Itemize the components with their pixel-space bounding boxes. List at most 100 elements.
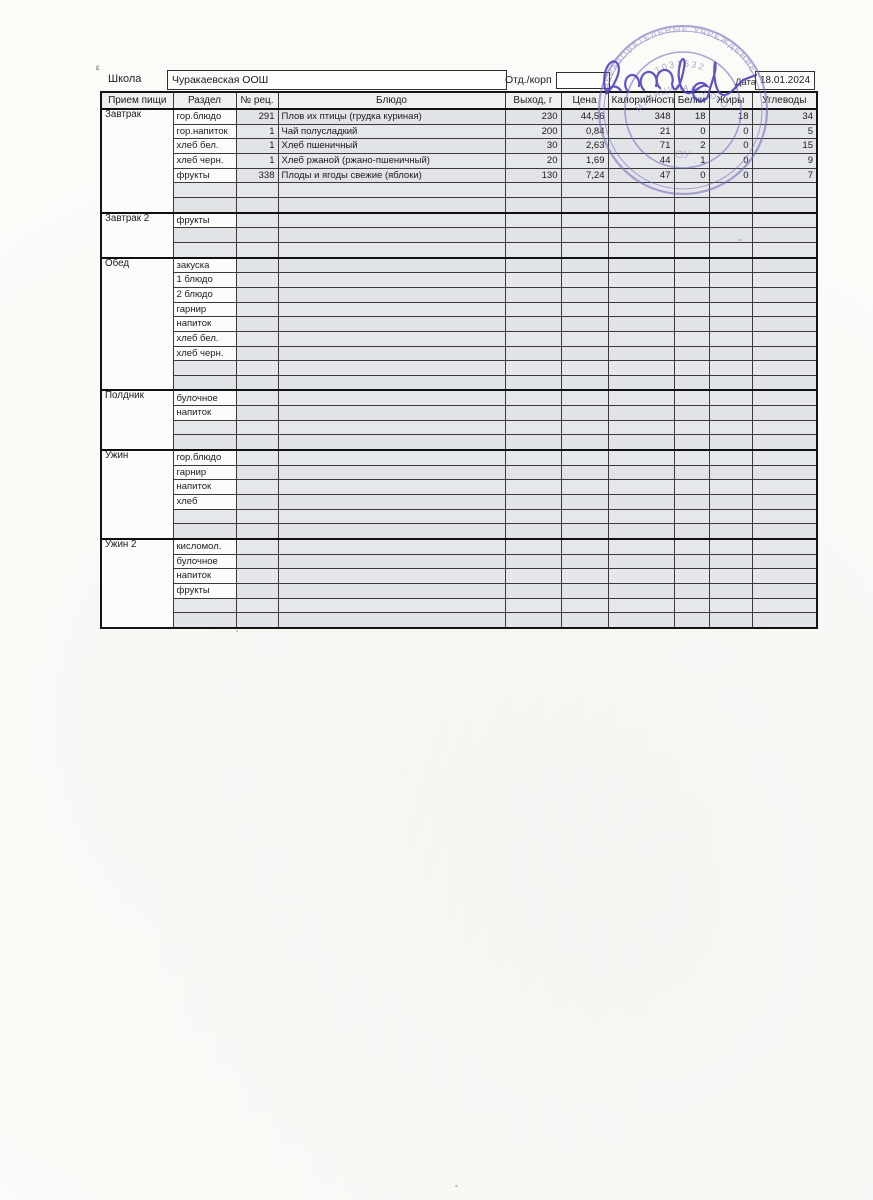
cell-fat — [708, 597, 753, 614]
cell-kcal: 21 — [607, 123, 675, 140]
cell-razdel: закуска — [172, 256, 237, 274]
cell-fat — [708, 256, 753, 274]
cell-carbs — [751, 538, 818, 555]
scan-speck — [455, 1185, 458, 1187]
col-header-price: Цена — [560, 91, 609, 110]
cell-rec — [235, 419, 279, 436]
cell-dish: Чай полусладкий — [277, 123, 506, 140]
cell-price: 2,63 — [560, 138, 609, 154]
cell-dish — [277, 568, 506, 584]
cell-dish — [277, 374, 506, 391]
cell-razdel — [172, 227, 237, 243]
table-row: гор.напиток 1 Чай полусладкий 200 0,84 21 0 0 5 — [101, 123, 818, 140]
cell-protein — [673, 508, 710, 525]
cell-rec — [235, 568, 279, 584]
cell-carbs — [751, 568, 818, 584]
cell-protein — [673, 538, 710, 555]
cell-dish: Плоды и ягоды свежие (яблоки) — [277, 167, 506, 184]
cell-fat — [708, 241, 753, 259]
cell-razdel: гарнир — [172, 464, 237, 481]
cell-kcal — [607, 345, 675, 362]
table-row: фрукты 338 Плоды и ягоды свежие (яблоки) 13… — [101, 167, 818, 184]
scan-speck — [236, 630, 238, 632]
cell-rec — [235, 196, 279, 214]
cell-dish: Плов их птицы (грудка куриная) — [277, 107, 506, 125]
cell-dish — [277, 182, 506, 198]
cell-carbs — [751, 272, 818, 288]
meal-label: Полдник — [100, 389, 174, 451]
cell-kcal — [607, 301, 675, 318]
cell-dish — [277, 389, 506, 407]
cell-fat — [708, 301, 753, 318]
cell-dish — [277, 345, 506, 362]
cell-fat — [708, 523, 753, 540]
cell-fat — [708, 196, 753, 214]
cell-out: 200 — [504, 123, 562, 140]
col-header-rec: № рец. — [235, 91, 279, 110]
cell-out — [504, 256, 562, 274]
table-row — [101, 612, 818, 629]
cell-price: 7,24 — [560, 167, 609, 184]
cell-dish — [277, 227, 506, 243]
cell-protein — [673, 330, 710, 347]
cell-carbs — [751, 360, 818, 376]
cell-out: 20 — [504, 152, 562, 169]
cell-kcal — [607, 538, 675, 555]
table-row — [101, 434, 818, 451]
cell-price — [560, 196, 609, 214]
col-header-protein: Белки — [673, 91, 710, 110]
school-field[interactable]: Чуракаевская ООШ — [167, 70, 507, 90]
cell-kcal — [607, 241, 675, 259]
cell-kcal — [607, 612, 675, 629]
cell-protein — [673, 419, 710, 436]
cell-dish — [277, 479, 506, 496]
cell-dish — [277, 196, 506, 214]
cell-protein — [673, 316, 710, 332]
cell-razdel: напиток — [172, 479, 237, 496]
cell-price — [560, 583, 609, 599]
cell-out — [504, 360, 562, 376]
cell-carbs — [751, 286, 818, 303]
table-row: хлеб — [101, 494, 818, 510]
cell-dish — [277, 553, 506, 570]
table-row: напиток — [101, 316, 818, 332]
cell-dish: Хлеб пшеничный — [277, 138, 506, 154]
cell-fat: 0 — [708, 138, 753, 154]
cell-fat — [708, 405, 753, 421]
cell-fat — [708, 360, 753, 376]
table-row: Ужин 2 кисломол. — [100, 538, 818, 629]
cell-out — [504, 568, 562, 584]
cell-dish — [277, 449, 506, 466]
cell-protein — [673, 405, 710, 421]
cell-protein — [673, 389, 710, 407]
cell-kcal — [607, 449, 675, 466]
cell-carbs: 7 — [751, 167, 818, 184]
table-row: хлеб бел. 1 Хлеб пшеничный 30 2,63 71 2 0 15 — [101, 138, 818, 154]
cell-carbs — [751, 301, 818, 318]
cell-fat — [708, 345, 753, 362]
cell-kcal — [607, 182, 675, 198]
cell-carbs — [751, 419, 818, 436]
table-row: хлеб черн. — [101, 345, 818, 362]
cell-razdel: хлеб черн. — [172, 345, 237, 362]
cell-fat — [708, 227, 753, 243]
cell-carbs — [751, 227, 818, 243]
table-row: Ужин гор.блюдо — [100, 449, 818, 540]
cell-protein — [673, 182, 710, 198]
date-field[interactable]: 18.01.2024 — [755, 71, 815, 90]
cell-carbs — [751, 256, 818, 274]
cell-fat — [708, 434, 753, 451]
cell-razdel — [172, 523, 237, 540]
cell-out — [504, 553, 562, 570]
cell-dish — [277, 508, 506, 525]
dept-corp-field[interactable] — [556, 72, 610, 89]
cell-kcal — [607, 256, 675, 274]
cell-razdel — [172, 360, 237, 376]
cell-rec — [235, 360, 279, 376]
cell-fat — [708, 374, 753, 391]
cell-razdel: кисломол. — [172, 538, 237, 555]
cell-price — [560, 389, 609, 407]
cell-price: 44,56 — [560, 107, 609, 125]
cell-protein — [673, 196, 710, 214]
table-row: фрукты — [101, 583, 818, 599]
